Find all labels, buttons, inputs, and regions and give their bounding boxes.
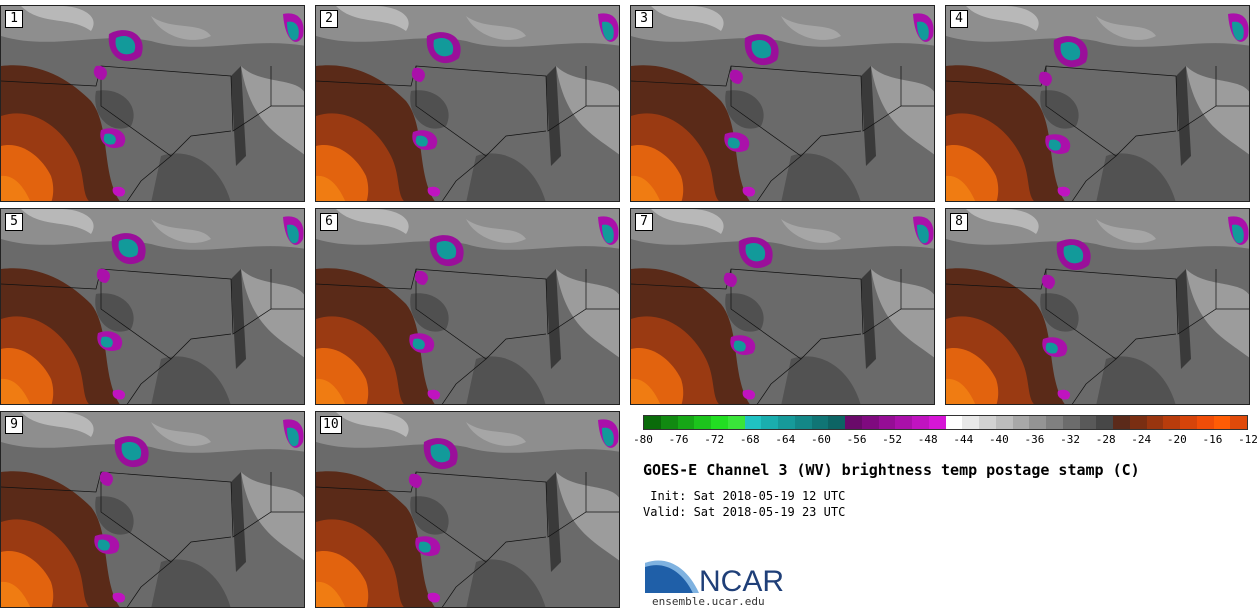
colorbar-swatch [895,416,912,429]
colorbar-swatch [1180,416,1197,429]
member-number: 4 [950,10,968,28]
colorbar-tick-label: -76 [668,433,689,446]
member-number: 1 [5,10,23,28]
member-panel: 8 [945,208,1250,405]
colorbar-swatch [845,416,862,429]
colorbar-swatch [761,416,778,429]
colorbar-swatch [1096,416,1113,429]
member-panel: 10 [315,411,620,608]
member-number: 9 [5,416,23,434]
member-panel: 4 [945,5,1250,202]
member-number: 7 [635,213,653,231]
colorbar-tick-label: -40 [988,433,1009,446]
colorbar-tick-label: -16 [1202,433,1223,446]
colorbar-swatch [1062,416,1080,429]
colorbar-swatch [861,416,879,429]
brightness-temp-map [1,6,304,201]
colorbar-swatch [811,416,829,429]
colorbar-swatch [778,416,795,429]
colorbar-swatch [1196,416,1214,429]
colorbar-swatch [1113,416,1130,429]
colorbar-tick-label: -24 [1131,433,1152,446]
colorbar [643,415,1248,430]
member-panel: 2 [315,5,620,202]
colorbar-swatch [878,416,896,429]
colorbar-tick-label: -64 [775,433,796,446]
member-panel: 1 [0,5,305,202]
member-number: 8 [950,213,968,231]
colorbar-tick-label: -68 [739,433,760,446]
colorbar-ticks: -80 -76 -72 -68 -64 -60 -56 -52 -48 -44 -40 -36 -32 -… [633,433,1258,447]
colorbar-tick-label: -48 [917,433,938,446]
colorbar-swatch [644,416,661,429]
brightness-temp-map [316,209,619,404]
brightness-temp-map [316,6,619,201]
colorbar-tick-label: -20 [1166,433,1187,446]
colorbar-swatch [1029,416,1046,429]
valid-time: Valid: Sat 2018-05-19 23 UTC [643,505,846,519]
colorbar-swatch [677,416,695,429]
brightness-temp-map [316,412,619,607]
colorbar-tick-label: -32 [1060,433,1080,446]
colorbar-swatch [694,416,711,429]
colorbar-tick-label: -52 [882,433,903,446]
member-number: 10 [320,416,342,434]
colorbar-tick-label: -36 [1024,433,1045,446]
colorbar-swatch [912,416,929,429]
colorbar-tick-label: -72 [704,433,725,446]
colorbar-swatch [945,416,963,429]
brightness-temp-map [1,209,304,404]
colorbar-swatch [979,416,996,429]
logo-text: NCAR [699,565,784,597]
colorbar-swatch [711,416,728,429]
init-time: Init: Sat 2018-05-19 12 UTC [643,489,846,503]
colorbar-swatch [744,416,762,429]
colorbar-swatch [794,416,812,429]
colorbar-tick-label: -56 [846,433,867,446]
brightness-temp-map [946,6,1249,201]
member-panel: 5 [0,208,305,405]
colorbar-swatch [1230,416,1247,429]
colorbar-swatch [1129,416,1147,429]
colorbar-swatch [995,416,1013,429]
colorbar-tick-label: -60 [811,433,831,446]
member-number: 6 [320,213,338,231]
colorbar-swatch [727,416,745,429]
colorbar-swatch [1213,416,1231,429]
colorbar-swatch [1079,416,1097,429]
colorbar-swatch [1012,416,1030,429]
colorbar-swatch [828,416,845,429]
brightness-temp-map [631,6,934,201]
brightness-temp-map [946,209,1249,404]
member-panel: 7 [630,208,935,405]
member-number: 5 [5,213,23,231]
colorbar-swatch [1146,416,1164,429]
colorbar-tick-label: -12 [1238,433,1258,446]
member-panel: 6 [315,208,620,405]
figure-title: GOES-E Channel 3 (WV) brightness temp po… [643,461,1140,479]
site-url: ensemble.ucar.edu [652,595,765,608]
brightness-temp-map [631,209,934,404]
colorbar-swatch [962,416,979,429]
ncar-logo: NCAR [645,560,784,597]
colorbar-swatch [660,416,678,429]
member-panel: 3 [630,5,935,202]
brightness-temp-map [1,412,304,607]
member-number: 2 [320,10,338,28]
colorbar-swatch [1046,416,1063,429]
colorbar-swatch [928,416,946,429]
member-panel: 9 [0,411,305,608]
member-number: 3 [635,10,653,28]
colorbar-tick-label: -44 [953,433,974,446]
colorbar-tick-label: -80 [633,433,653,446]
colorbar-swatch [1163,416,1180,429]
colorbar-tick-label: -28 [1095,433,1116,446]
